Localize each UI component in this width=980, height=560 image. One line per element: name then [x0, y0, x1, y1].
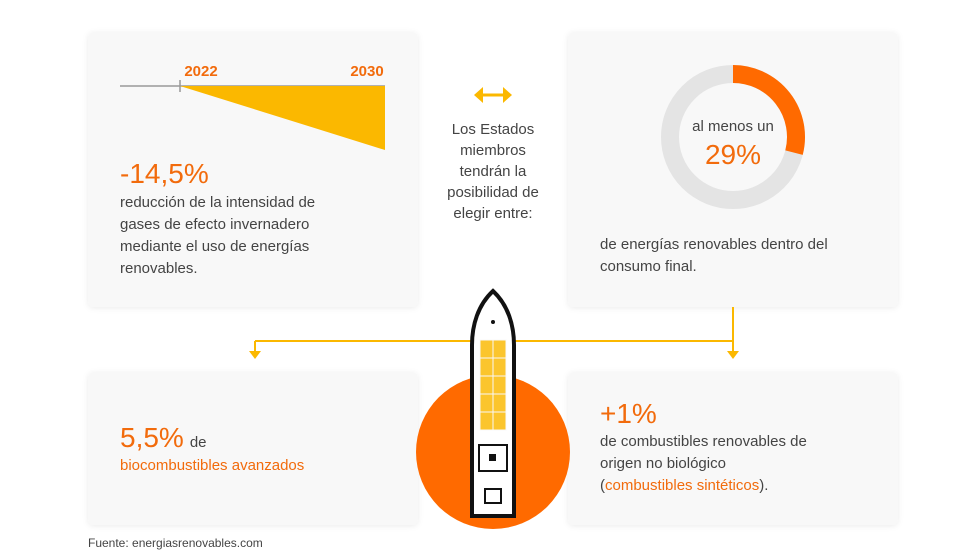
text-line: gases de efecto invernadero: [120, 216, 309, 233]
text-line: consumo final.: [600, 258, 697, 275]
option-line: (combustibles sintéticos).: [600, 477, 768, 494]
figure: -14,5%: [120, 158, 209, 189]
donut-arc: [732, 65, 805, 155]
figure: 5,5%: [120, 422, 184, 453]
text-line: origen no biológico: [600, 455, 726, 472]
paren: ).: [759, 477, 768, 494]
year-start: 2022: [184, 63, 217, 80]
arrow-head: [727, 351, 739, 359]
paren: (: [600, 477, 605, 494]
text-line: mediante el uso de energías: [120, 238, 309, 255]
text-line: miembros: [460, 142, 526, 159]
text-line: elegir entre:: [453, 205, 532, 222]
year-end: 2030: [350, 63, 383, 80]
text-line: de energías renovables dentro del: [600, 236, 828, 253]
text-line: de combustibles renovables de: [600, 433, 807, 450]
option-line: 5,5% de: [120, 422, 207, 453]
card: [568, 372, 898, 525]
card: [568, 32, 898, 307]
arrow-head: [249, 351, 261, 359]
highlight: biocombustibles avanzados: [120, 457, 304, 474]
text-line: posibilidad de: [447, 184, 539, 201]
double-arrow: [474, 87, 512, 103]
share: 29%: [705, 139, 761, 170]
prefix: al menos un: [692, 118, 774, 135]
figure: +1%: [600, 398, 657, 429]
text-line: reducción de la intensidad de: [120, 194, 315, 211]
highlight: combustibles sintéticos: [605, 477, 759, 494]
text-line: tendrán la: [460, 163, 527, 180]
card: [88, 372, 418, 525]
text-line: renovables.: [120, 260, 198, 277]
reduction-wedge: [180, 86, 385, 150]
suffix: de: [190, 434, 207, 451]
ship: [470, 288, 516, 518]
source: Fuente: energiasrenovables.com: [88, 536, 263, 550]
text-line: Los Estados: [452, 121, 535, 138]
